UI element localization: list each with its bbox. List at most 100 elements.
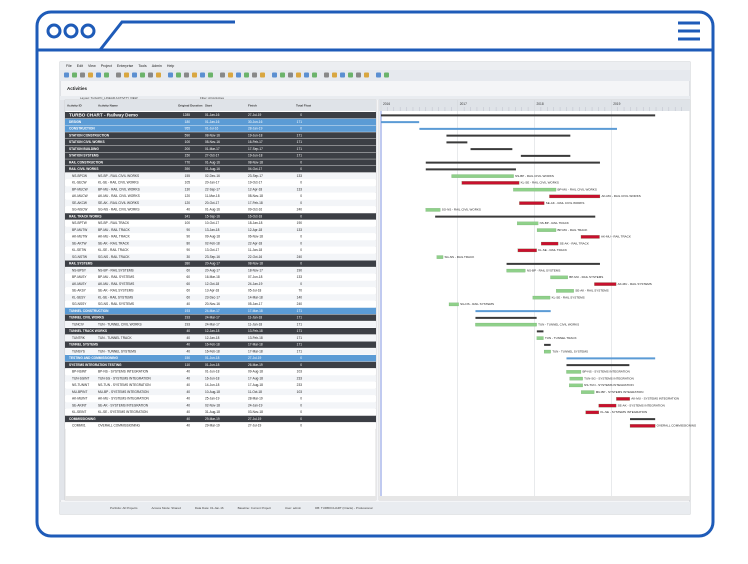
gantt-bar (425, 208, 441, 212)
tool-icon[interactable] (208, 72, 213, 78)
table-header (65, 100, 376, 111)
tool-icon[interactable] (88, 72, 93, 78)
panel-title: Activities (67, 86, 88, 91)
tool-icon[interactable] (296, 72, 301, 78)
table-row (65, 395, 376, 402)
bar-label: TUN - TUNNEL TRACK (545, 336, 577, 340)
summary-bar (475, 310, 551, 313)
tool-icon[interactable] (116, 72, 121, 78)
tool-icon[interactable] (176, 72, 181, 78)
activity-id: KL-SECW (72, 181, 87, 185)
tool-icon[interactable] (244, 72, 249, 78)
finish-date: 05-Jul-18 (248, 289, 262, 293)
tool-icon[interactable] (272, 72, 277, 78)
finish-date: 18-Jan-18 (248, 221, 263, 225)
table-row (65, 355, 376, 362)
tool-icon[interactable] (168, 72, 173, 78)
tool-icon[interactable] (348, 72, 353, 78)
duration: 40 (186, 349, 190, 353)
menu-item[interactable]: Project (101, 64, 112, 68)
tool-icon[interactable] (228, 72, 233, 78)
gantt-bar (556, 289, 574, 293)
activity-id: BP-MUCW (72, 187, 88, 191)
tool-icon[interactable] (132, 72, 137, 78)
menu-item[interactable]: Help (167, 64, 174, 68)
tool-icon[interactable] (124, 72, 129, 78)
tool-icon[interactable] (364, 72, 369, 78)
activity-id: NS-TUNINT (72, 383, 89, 387)
tool-icon[interactable] (312, 72, 317, 78)
gantt-bar (598, 403, 617, 408)
total-float: 70 (298, 289, 302, 293)
tool-icon[interactable] (96, 72, 101, 78)
scrollbar[interactable] (65, 496, 376, 500)
gantt-bar (569, 383, 583, 388)
menu-item[interactable]: Enterprise (117, 64, 133, 68)
tool-icon[interactable] (304, 72, 309, 78)
tool-icon[interactable] (220, 72, 225, 78)
table-row (65, 199, 376, 207)
tool-icon[interactable] (332, 72, 337, 78)
tool-icon[interactable] (148, 72, 153, 78)
tool-icon[interactable] (340, 72, 345, 78)
menu-button[interactable] (678, 21, 700, 41)
menu-item[interactable]: Admin (152, 64, 162, 68)
duration: 30 (186, 255, 190, 259)
finish-date: 23-Sep-17 (248, 174, 263, 178)
tool-icon[interactable] (200, 72, 205, 78)
table-row (65, 294, 376, 301)
tool-icon[interactable] (324, 72, 329, 78)
total-float: 240 (297, 208, 303, 212)
activity-id: NS-BPTW (72, 221, 87, 225)
finish-date: 17-Sep-17 (248, 147, 263, 151)
tool-icon[interactable] (236, 72, 241, 78)
activity-name: OVERALL COMMISSIONING (98, 424, 141, 428)
tool-icon[interactable] (192, 72, 197, 78)
finish-date: 17-Aug-18 (248, 383, 263, 387)
tool-icon[interactable] (288, 72, 293, 78)
tool-icon[interactable] (280, 72, 285, 78)
duration: 390 (185, 167, 191, 171)
total-float: 171 (297, 343, 303, 347)
column-header: Start (205, 103, 212, 107)
activity-name: TUN - TUNNEL CIVIL WORKS (98, 322, 142, 326)
activity-id: SG-NSTW (72, 255, 87, 259)
tool-icon[interactable] (376, 72, 381, 78)
tool-icon[interactable] (104, 72, 109, 78)
tool-icon[interactable] (156, 72, 161, 78)
menu-item[interactable]: Tools (138, 64, 147, 68)
activity-name: BP-MU - RAIL SYSTEMS (98, 275, 134, 279)
finish-date: 04-Oct-17 (248, 167, 262, 171)
duration: 40 (186, 403, 190, 407)
table-row (65, 307, 376, 315)
duration: 100 (185, 221, 191, 225)
activity-id: TUNTRK (72, 336, 86, 340)
duration: 155 (185, 174, 191, 178)
activity-id: SE-AKTW (72, 241, 87, 245)
table-row (65, 409, 376, 416)
tool-icon[interactable] (252, 72, 257, 78)
tool-icon[interactable] (184, 72, 189, 78)
finish-date: 27-Jul-19 (248, 113, 262, 117)
summary-bar (475, 316, 537, 319)
table-row (65, 341, 376, 348)
tool-icon[interactable] (140, 72, 145, 78)
gantt-bar (517, 248, 537, 253)
start-date: 20-Aug-17 (205, 268, 220, 272)
finish-date: 24-Jan-19 (248, 282, 263, 286)
menu-item[interactable]: View (88, 64, 96, 68)
tool-icon[interactable] (356, 72, 361, 78)
total-float: 0 (300, 235, 302, 239)
scrollbar[interactable] (379, 496, 690, 500)
tool-icon[interactable] (260, 72, 265, 78)
menu-item[interactable]: File (66, 64, 72, 68)
tool-icon[interactable] (72, 72, 77, 78)
start-date: 27-Oct-17 (205, 154, 219, 158)
tool-icon[interactable] (64, 72, 69, 78)
menu-item[interactable]: Edit (77, 64, 83, 68)
tool-icon[interactable] (80, 72, 85, 78)
tool-icon[interactable] (384, 72, 389, 78)
activity-name: TUN - TUNNEL SYSTEMS (98, 349, 136, 353)
total-float: 0 (300, 417, 302, 421)
bar-label: KL-SE - RAIL TRACK (538, 248, 567, 252)
